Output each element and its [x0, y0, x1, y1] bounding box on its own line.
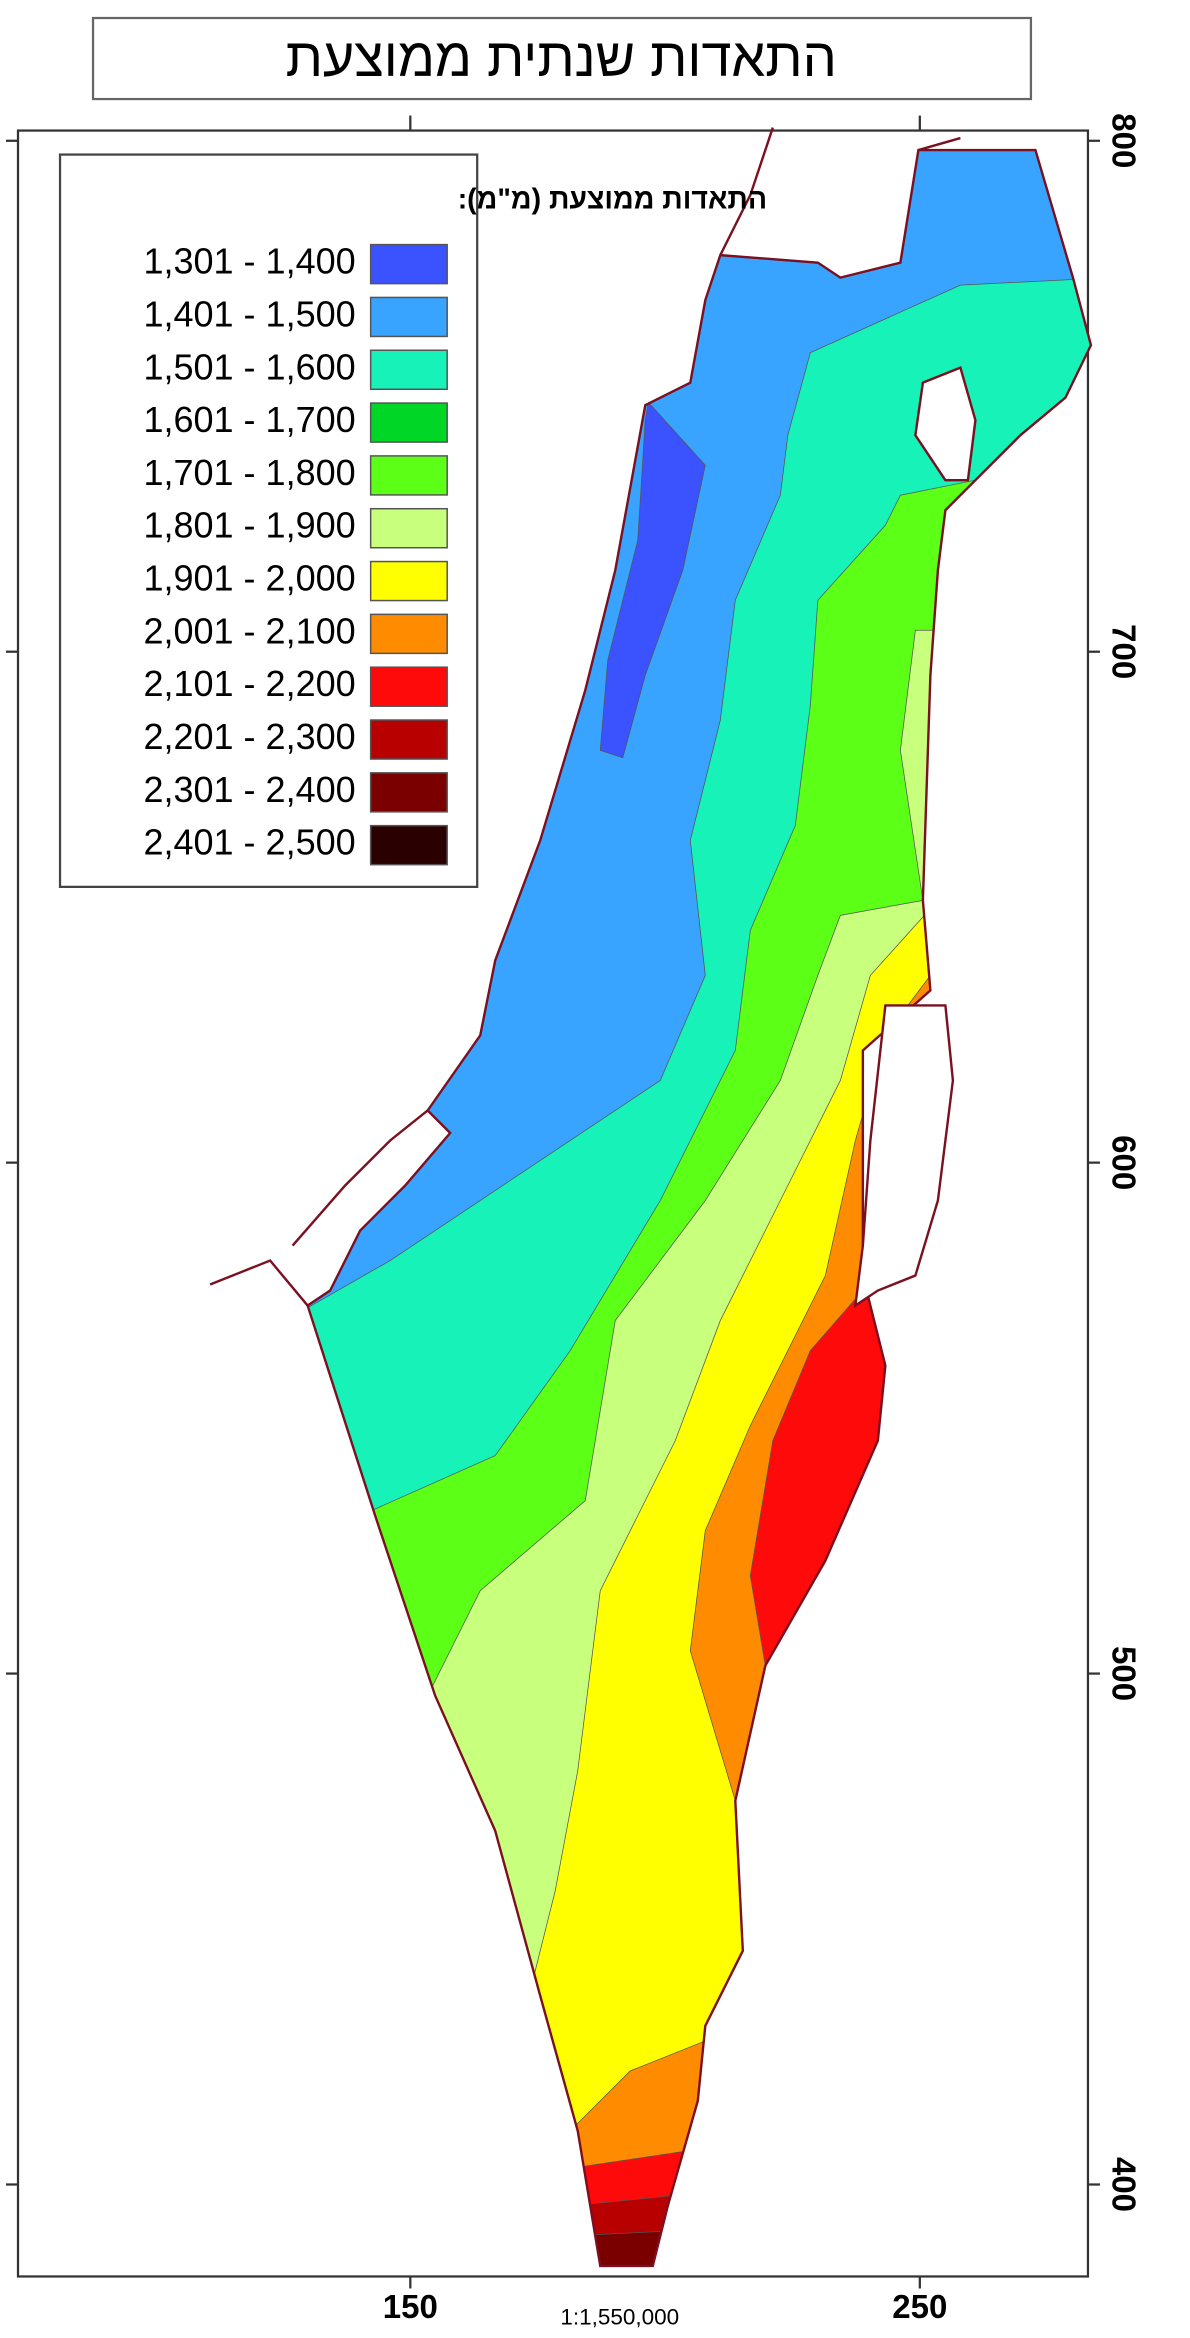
- legend-label: 2,401 - 2,500: [143, 822, 355, 863]
- map-scale: 1:1,550,000: [560, 2304, 679, 2329]
- legend-swatch: [369, 824, 448, 866]
- legend-swatch: [369, 402, 448, 443]
- legend-label: 1,801 - 1,900: [143, 505, 355, 546]
- map-frame: [16, 129, 1090, 2278]
- y-tick-label: 800: [1105, 113, 1142, 168]
- legend-label: 1,401 - 1,500: [143, 293, 355, 334]
- x-tick-label: 250: [892, 2288, 947, 2325]
- legend-swatch: [369, 455, 448, 496]
- legend-label: 1,501 - 1,600: [143, 346, 355, 387]
- legend-label: 1,701 - 1,800: [143, 452, 355, 493]
- legend-label: 2,201 - 2,300: [143, 716, 355, 757]
- border: [306, 148, 1093, 2268]
- dead-sea: [853, 1004, 955, 1309]
- axes: 150 250 400 500 600 700 800: [6, 113, 1142, 2325]
- map-title: התאדות שנתית ממוצעת: [286, 28, 837, 88]
- legend-label: 1,601 - 1,700: [143, 399, 355, 440]
- title-box: [91, 16, 1033, 101]
- y-tick-label: 700: [1105, 624, 1142, 679]
- legend-title: התאדות ממוצעת (מ"מ):: [458, 184, 767, 216]
- zone: [599, 401, 706, 759]
- legend-swatch: [369, 560, 448, 602]
- legend-swatch: [369, 296, 448, 338]
- zone: [749, 1290, 1091, 1667]
- legend-swatch: [369, 772, 448, 813]
- legend-items: 1,301 - 1,400 1,401 - 1,500 1,501 - 1,600 1…: [143, 241, 448, 866]
- legend-swatch: [369, 719, 448, 760]
- legend-swatch: [369, 613, 448, 655]
- legend-label: 2,301 - 2,400: [143, 769, 355, 810]
- legend-label: 2,001 - 2,100: [143, 610, 355, 651]
- legend-label: 2,101 - 2,200: [143, 663, 355, 704]
- y-tick-label: 400: [1105, 2157, 1142, 2212]
- legend-label: 1,901 - 2,000: [143, 558, 355, 599]
- sea-of-galilee: [914, 366, 977, 482]
- legend-swatch: [369, 349, 448, 391]
- x-tick-label: 150: [383, 2288, 438, 2325]
- legend-swatch: [369, 507, 448, 549]
- legend-swatch: [369, 666, 448, 707]
- y-tick-label: 600: [1105, 1135, 1142, 1190]
- y-tick-label: 500: [1105, 1646, 1142, 1701]
- border-lines: [209, 127, 961, 1307]
- legend-label: 1,301 - 1,400: [143, 241, 355, 282]
- legend-swatch: [369, 243, 448, 285]
